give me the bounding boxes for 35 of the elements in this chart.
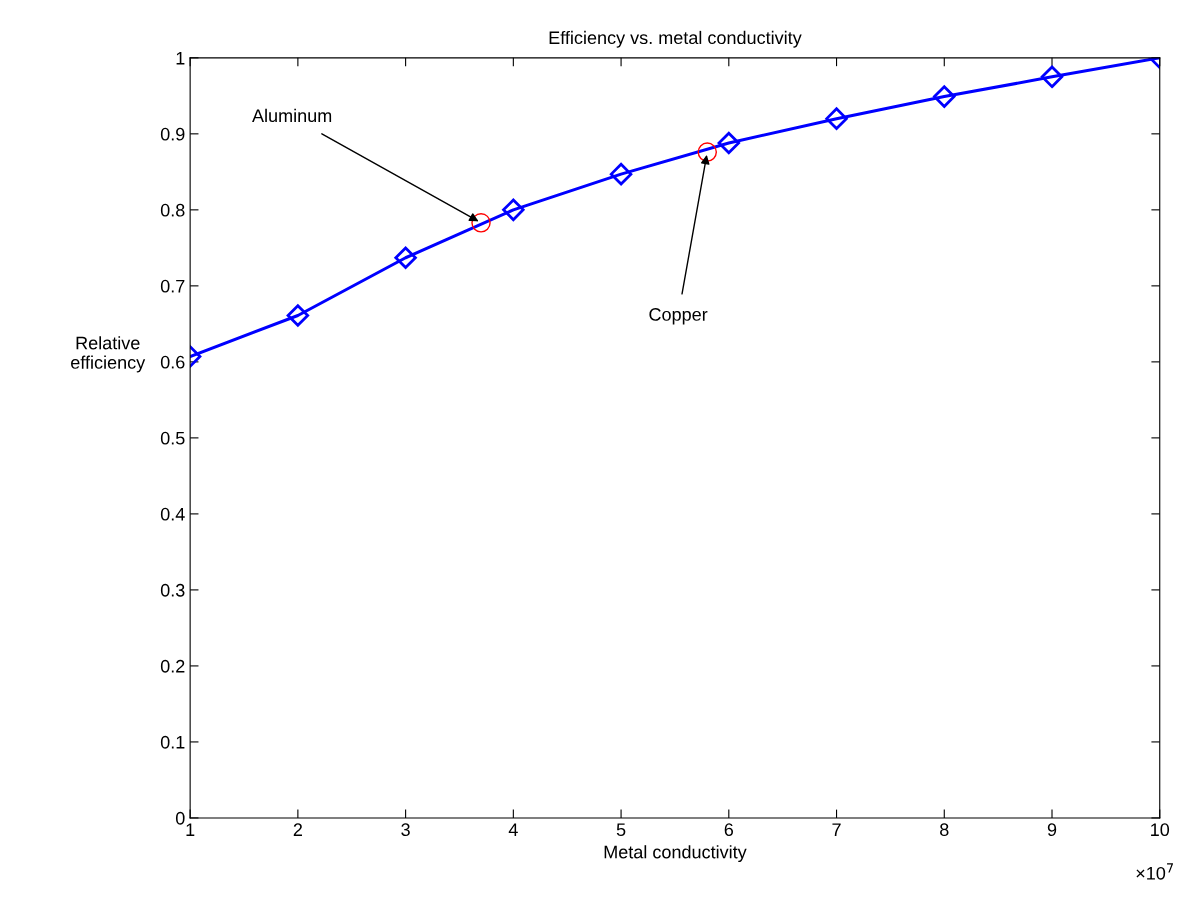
point [609,162,633,186]
y-tick-label: 0.2 [160,659,185,673]
x-tick-label: 6 [724,823,734,837]
x-tick-label: 8 [940,823,949,837]
point [717,131,741,155]
point [286,304,310,327]
y-tick-label: 0.8 [160,203,185,217]
point [933,85,956,108]
x-tick-label: 5 [616,823,626,837]
y-tick-label: 0.5 [160,431,185,445]
y-tick-label: 0.9 [160,127,185,141]
y-tick-label: 0.3 [160,583,185,597]
x-tick-label: 1 [186,823,195,836]
x-tick-label: 2 [293,823,302,836]
x-axis-title: Metal conductivity [604,845,747,863]
x-tick-label: 3 [401,823,410,837]
y-axis-title: Relative efficiency [71,336,146,373]
point [1040,65,1064,89]
point [394,246,417,269]
annotation: Copper [649,308,708,325]
y-tick-label: 0 [175,811,185,825]
x-tick-label: 7 [832,823,841,836]
text: ×10$^{7}$ [1136,863,1173,880]
y-tick-label: 0.6 [160,355,185,369]
y-tick-label: 0.4 [160,507,185,521]
x-tick-label: 4 [508,823,518,836]
annotation: Aluminum [252,108,332,123]
y-tick-label: 0.7 [160,279,185,293]
chart-title: Efficiency vs. metal conductivity [549,30,802,48]
y-tick-label: 1 [176,51,185,65]
x-tick-label: 9 [1047,823,1057,837]
x-tick-label: 10 [1151,823,1170,837]
point [502,198,525,222]
point [825,107,848,130]
y-tick-label: 0.1 [160,735,185,749]
